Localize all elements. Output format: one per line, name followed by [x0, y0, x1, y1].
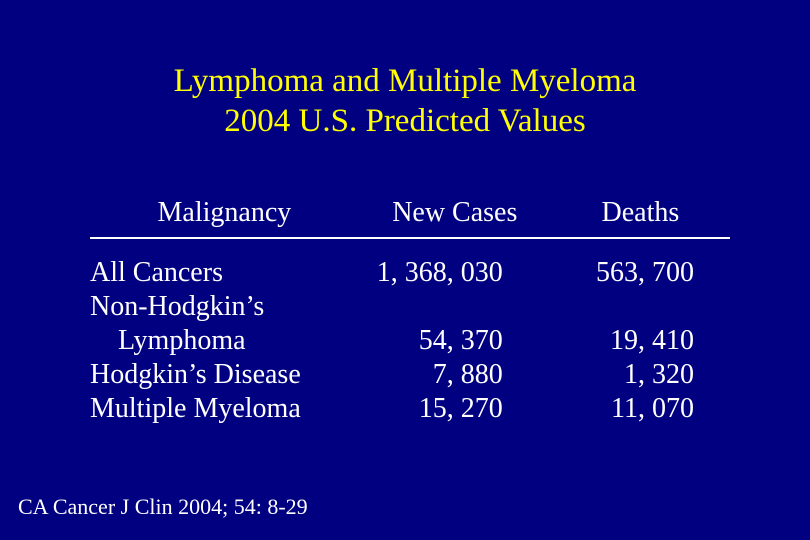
cell-new-cases: 54, 370	[359, 324, 551, 358]
cell-new-cases: 1, 368, 030	[359, 256, 551, 290]
cell-malignancy: Non-Hodgkin’s	[90, 290, 359, 324]
title-line-2: 2004 U.S. Predicted Values	[0, 102, 810, 142]
header-malignancy: Malignancy	[90, 193, 359, 238]
citation-text: CA Cancer J Clin 2004; 54: 8-29	[18, 494, 308, 520]
table-row: Lymphoma 54, 370 19, 410	[90, 324, 730, 358]
cell-new-cases	[359, 290, 551, 324]
data-table: Malignancy New Cases Deaths All Cancers …	[90, 193, 730, 426]
cell-malignancy: All Cancers	[90, 256, 359, 290]
data-table-wrap: Malignancy New Cases Deaths All Cancers …	[90, 193, 730, 426]
table-row: Non-Hodgkin’s	[90, 290, 730, 324]
table-header-row: Malignancy New Cases Deaths	[90, 193, 730, 238]
spacer-row	[90, 238, 730, 256]
header-new-cases: New Cases	[359, 193, 551, 238]
cell-deaths: 19, 410	[551, 324, 730, 358]
cell-malignancy: Hodgkin’s Disease	[90, 358, 359, 392]
cell-new-cases: 7, 880	[359, 358, 551, 392]
cell-malignancy: Multiple Myeloma	[90, 392, 359, 426]
cell-malignancy-indent: Lymphoma	[90, 324, 359, 358]
title-line-1: Lymphoma and Multiple Myeloma	[0, 62, 810, 102]
cell-deaths	[551, 290, 730, 324]
table-row: All Cancers 1, 368, 030 563, 700	[90, 256, 730, 290]
cell-deaths: 1, 320	[551, 358, 730, 392]
slide-title: Lymphoma and Multiple Myeloma 2004 U.S. …	[0, 0, 810, 171]
table-row: Multiple Myeloma 15, 270 11, 070	[90, 392, 730, 426]
table-row: Hodgkin’s Disease 7, 880 1, 320	[90, 358, 730, 392]
slide-container: Lymphoma and Multiple Myeloma 2004 U.S. …	[0, 0, 810, 540]
cell-deaths: 11, 070	[551, 392, 730, 426]
cell-deaths: 563, 700	[551, 256, 730, 290]
cell-new-cases: 15, 270	[359, 392, 551, 426]
header-deaths: Deaths	[551, 193, 730, 238]
